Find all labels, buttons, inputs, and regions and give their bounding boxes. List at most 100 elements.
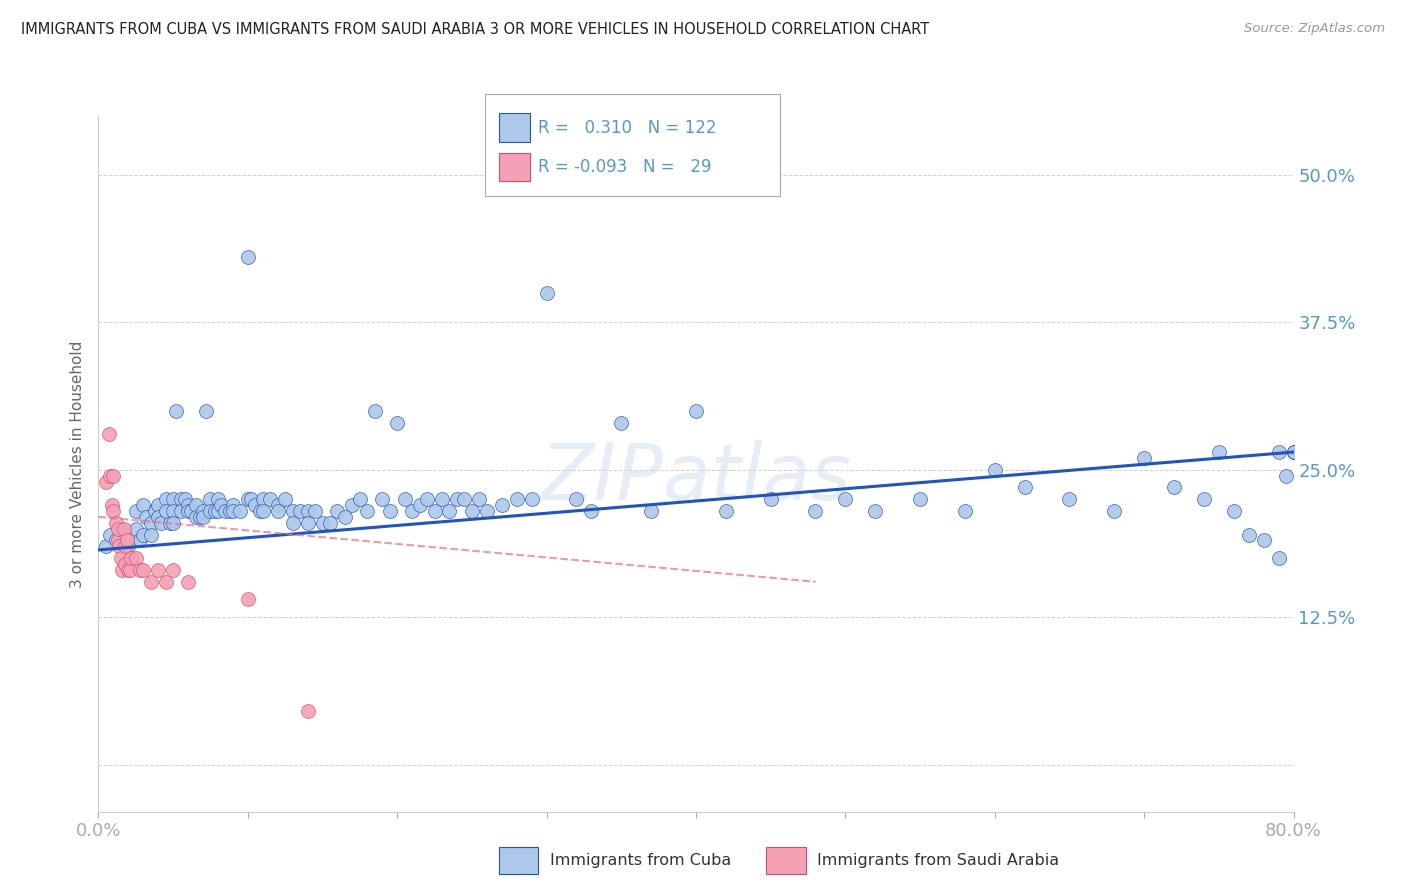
Point xyxy=(155,504,177,518)
Point xyxy=(112,522,135,536)
Point xyxy=(394,492,416,507)
Point xyxy=(714,504,737,518)
Point xyxy=(520,492,543,507)
Point xyxy=(114,540,136,554)
Point xyxy=(908,492,931,507)
Point xyxy=(249,504,271,518)
Point xyxy=(169,504,191,518)
Point xyxy=(984,463,1007,477)
Point xyxy=(297,504,319,518)
Point xyxy=(150,516,173,530)
Point xyxy=(1253,533,1275,548)
Point xyxy=(506,492,529,507)
Text: Immigrants from Cuba: Immigrants from Cuba xyxy=(550,854,731,868)
Point xyxy=(281,504,304,518)
Point xyxy=(162,504,184,518)
Point xyxy=(107,522,129,536)
Point xyxy=(177,504,200,518)
Point xyxy=(184,509,207,524)
Point xyxy=(177,498,200,512)
Point xyxy=(108,540,131,554)
Point xyxy=(195,404,218,418)
Point xyxy=(191,509,214,524)
Point xyxy=(252,492,274,507)
Point xyxy=(209,498,232,512)
Point xyxy=(401,504,423,518)
Point xyxy=(1223,504,1246,518)
Y-axis label: 3 or more Vehicles in Household: 3 or more Vehicles in Household xyxy=(70,340,86,588)
Point xyxy=(1133,450,1156,465)
Point xyxy=(1237,527,1260,541)
Point xyxy=(385,416,409,430)
Point xyxy=(125,551,148,566)
Point xyxy=(1282,445,1305,459)
Point xyxy=(100,527,122,541)
Point xyxy=(148,563,170,577)
Point xyxy=(97,427,120,442)
Point xyxy=(114,557,136,571)
Text: R =   0.310   N = 122: R = 0.310 N = 122 xyxy=(538,119,717,136)
Point xyxy=(953,504,976,518)
Point xyxy=(236,592,259,607)
Point xyxy=(288,504,311,518)
Point xyxy=(101,498,124,512)
Point xyxy=(297,516,319,530)
Point xyxy=(222,504,245,518)
Point xyxy=(94,540,117,554)
Point xyxy=(446,492,468,507)
Point xyxy=(349,492,371,507)
Point xyxy=(125,504,148,518)
Point xyxy=(1059,492,1081,507)
Point xyxy=(162,492,184,507)
Point xyxy=(245,498,267,512)
Point xyxy=(408,498,430,512)
Text: Source: ZipAtlas.com: Source: ZipAtlas.com xyxy=(1244,22,1385,36)
Point xyxy=(200,492,222,507)
Point xyxy=(239,492,262,507)
Point xyxy=(174,492,197,507)
Point xyxy=(117,540,139,554)
Point xyxy=(640,504,662,518)
Point xyxy=(311,516,333,530)
Point xyxy=(103,468,125,483)
Text: ZIPatlas: ZIPatlas xyxy=(540,440,852,516)
Point xyxy=(219,504,242,518)
Point xyxy=(110,522,132,536)
Point xyxy=(207,492,229,507)
Point xyxy=(148,498,170,512)
Point xyxy=(214,504,236,518)
Point xyxy=(491,498,513,512)
Point xyxy=(252,504,274,518)
Point xyxy=(416,492,439,507)
Point xyxy=(1282,445,1305,459)
Point xyxy=(319,516,342,530)
Point xyxy=(342,498,364,512)
Point xyxy=(565,492,588,507)
Point xyxy=(191,504,214,518)
Point xyxy=(356,504,378,518)
Point xyxy=(439,504,461,518)
Point xyxy=(110,551,132,566)
Point xyxy=(274,492,297,507)
Point xyxy=(132,498,155,512)
Point xyxy=(453,492,475,507)
Point xyxy=(804,504,827,518)
Point xyxy=(1014,480,1036,494)
Point xyxy=(135,509,157,524)
Point xyxy=(326,504,349,518)
Point xyxy=(536,285,558,300)
Point xyxy=(475,504,498,518)
Point xyxy=(297,705,319,719)
Point xyxy=(610,416,633,430)
Point xyxy=(155,574,177,589)
Text: Immigrants from Saudi Arabia: Immigrants from Saudi Arabia xyxy=(817,854,1059,868)
Point xyxy=(259,492,281,507)
Point xyxy=(1163,480,1185,494)
Point xyxy=(371,492,394,507)
Point xyxy=(114,527,136,541)
Point xyxy=(267,498,290,512)
Point xyxy=(229,504,252,518)
Point xyxy=(118,563,141,577)
Point xyxy=(1192,492,1215,507)
Point xyxy=(159,516,181,530)
